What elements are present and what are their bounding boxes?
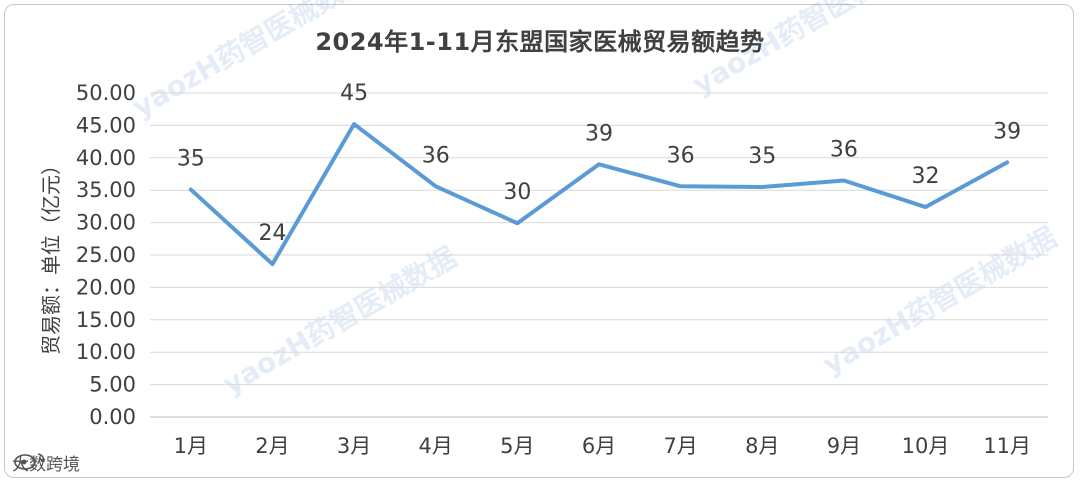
y-tick-label: 20.00 <box>76 275 136 299</box>
y-tick-label: 15.00 <box>76 308 136 332</box>
x-tick-label: 1月 <box>174 434 208 458</box>
data-label: 39 <box>585 121 613 146</box>
y-tick-label: 0.00 <box>89 405 136 429</box>
data-label: 39 <box>993 119 1021 144</box>
y-tick-label: 5.00 <box>89 373 136 397</box>
watermark-text: yaozH药智医械数据 <box>217 240 462 401</box>
series-line-path <box>188 122 1010 267</box>
watermark-text: yaozH药智医械数据 <box>127 0 372 124</box>
y-axis-ticks: 0.00 5.00 10.00 15.00 20.00 25.00 30.00 35.00 40… <box>76 81 136 429</box>
series-line <box>188 122 1010 267</box>
y-tick-label: 45.00 <box>76 113 136 137</box>
data-label: 36 <box>667 143 695 168</box>
weibo-logo-icon <box>14 453 45 470</box>
watermark-text: yaozH药智医械数据 <box>817 220 1062 381</box>
y-tick-label: 50.00 <box>76 81 136 105</box>
y-tick-label: 40.00 <box>76 146 136 170</box>
data-label: 45 <box>340 81 368 106</box>
data-labels: 35 24 45 36 30 39 36 35 36 32 39 <box>177 81 1021 246</box>
x-tick-label: 3月 <box>337 434 371 458</box>
watermarks: yaozH药智医械数据 yaozH药智医械数据 yaozH药智医械数据 yaozH药智… <box>127 0 1062 401</box>
gridlines <box>150 92 1048 418</box>
x-tick-label: 10月 <box>902 434 950 458</box>
x-tick-label: 8月 <box>745 434 779 458</box>
y-tick-label: 25.00 <box>76 243 136 267</box>
data-label: 35 <box>748 144 776 169</box>
chart-frame <box>4 4 1074 478</box>
x-tick-label: 9月 <box>827 434 861 458</box>
x-tick-label: 5月 <box>500 434 534 458</box>
watermark-text: yaozH药智医械数据 <box>687 0 932 101</box>
data-label: 36 <box>422 143 450 168</box>
data-label: 24 <box>258 221 286 246</box>
data-label: 32 <box>912 164 940 189</box>
x-tick-label: 7月 <box>663 434 697 458</box>
x-axis-ticks: 1月 2月 3月 4月 5月 6月 7月 8月 9月 10月 11月 <box>174 434 1031 458</box>
y-tick-label: 30.00 <box>76 211 136 235</box>
y-axis-label: 贸易额：单位（亿元） <box>39 155 63 355</box>
x-tick-label: 6月 <box>582 434 616 458</box>
source-credit: 大数跨境 <box>12 450 80 475</box>
y-tick-label: 10.00 <box>76 340 136 364</box>
x-tick-label: 2月 <box>255 434 289 458</box>
data-label: 35 <box>177 147 205 172</box>
y-tick-label: 35.00 <box>76 178 136 202</box>
chart-title: 2024年1-11月东盟国家医械贸易额趋势 <box>315 28 765 56</box>
x-tick-label: 11月 <box>983 434 1031 458</box>
data-label: 30 <box>503 180 531 205</box>
data-label: 36 <box>830 137 858 162</box>
x-tick-label: 4月 <box>419 434 453 458</box>
source-label: 大数跨境 <box>12 455 80 475</box>
